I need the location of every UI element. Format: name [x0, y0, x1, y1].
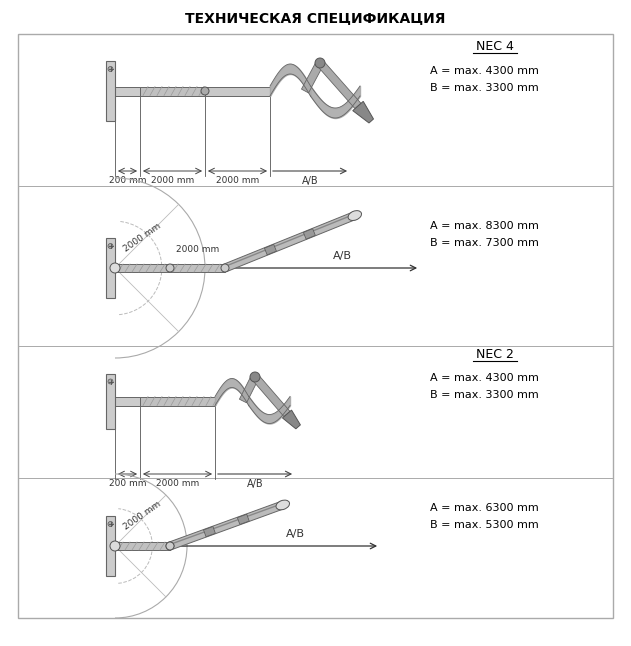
Text: 2000 mm: 2000 mm [156, 479, 199, 488]
Circle shape [201, 87, 209, 95]
Circle shape [110, 541, 120, 551]
Text: 2000 mm: 2000 mm [176, 245, 219, 254]
Ellipse shape [276, 500, 290, 510]
Polygon shape [304, 229, 316, 239]
Text: A/B: A/B [247, 479, 263, 489]
Text: 2000 mm: 2000 mm [216, 176, 259, 185]
Text: A/B: A/B [302, 176, 318, 186]
Text: 2000 mm: 2000 mm [151, 176, 194, 185]
Circle shape [108, 67, 113, 72]
Text: ТЕХНИЧЕСКАЯ СПЕЦИФИКАЦИЯ: ТЕХНИЧЕСКАЯ СПЕЦИФИКАЦИЯ [185, 11, 445, 25]
Text: A/B: A/B [285, 529, 305, 539]
Polygon shape [168, 501, 284, 550]
Text: 200 mm: 200 mm [109, 479, 146, 488]
Circle shape [315, 58, 325, 68]
Bar [115, 264, 170, 272]
Polygon shape [353, 101, 374, 123]
Bar [115, 397, 140, 406]
Text: 2000 mm: 2000 mm [122, 500, 163, 532]
Text: B = max. 5300 mm: B = max. 5300 mm [430, 520, 539, 530]
Text: A = max. 6300 mm: A = max. 6300 mm [430, 503, 539, 513]
Polygon shape [302, 61, 324, 93]
Circle shape [166, 264, 174, 272]
Text: B = max. 7300 mm: B = max. 7300 mm [430, 238, 539, 248]
Bar [106, 61, 115, 121]
Polygon shape [264, 244, 276, 255]
Polygon shape [283, 410, 300, 429]
Bar [106, 238, 115, 298]
Text: NEC 2: NEC 2 [476, 348, 514, 360]
Text: 200 mm: 200 mm [109, 176, 146, 185]
Text: B = max. 3300 mm: B = max. 3300 mm [430, 390, 539, 400]
Circle shape [166, 542, 174, 550]
Circle shape [250, 372, 260, 382]
Bar [106, 373, 115, 428]
Polygon shape [204, 526, 215, 537]
Text: A/B: A/B [333, 251, 352, 261]
Circle shape [221, 264, 229, 272]
Polygon shape [223, 212, 357, 272]
Bar [205, 87, 270, 96]
Text: B = max. 3300 mm: B = max. 3300 mm [430, 83, 539, 93]
Text: A = max. 4300 mm: A = max. 4300 mm [430, 373, 539, 383]
Bar [140, 87, 205, 96]
Circle shape [108, 379, 113, 384]
Bar [115, 87, 140, 96]
Polygon shape [239, 375, 259, 403]
Circle shape [166, 542, 174, 550]
Text: A = max. 8300 mm: A = max. 8300 mm [430, 221, 539, 231]
Polygon shape [252, 375, 290, 417]
Text: A = max. 4300 mm: A = max. 4300 mm [430, 66, 539, 76]
Ellipse shape [348, 211, 362, 220]
Bar [140, 397, 215, 406]
Circle shape [110, 263, 120, 273]
Bar [115, 542, 170, 550]
Circle shape [108, 521, 113, 526]
Polygon shape [317, 60, 361, 109]
Polygon shape [237, 514, 249, 525]
Bar [106, 516, 115, 576]
Bar [170, 264, 225, 272]
Text: NEC 4: NEC 4 [476, 39, 514, 52]
Circle shape [108, 244, 113, 249]
Text: 2000 mm: 2000 mm [122, 222, 163, 254]
